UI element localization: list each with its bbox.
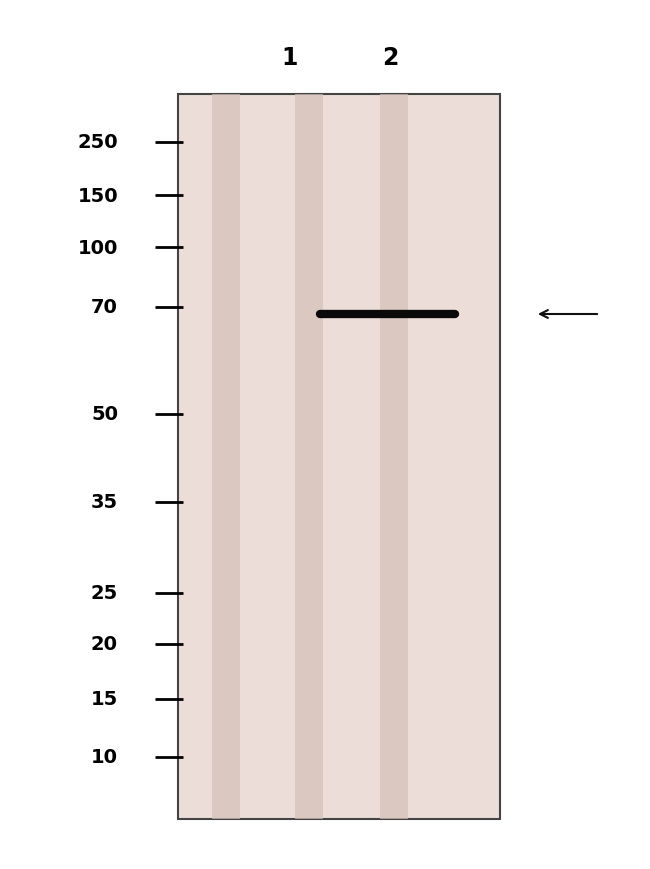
Text: 10: 10 [91,747,118,766]
Text: 150: 150 [77,186,118,205]
Text: 15: 15 [91,690,118,709]
Bar [380,95,408,819]
Bar [178,95,500,819]
Text: 2: 2 [382,46,398,70]
Text: 35: 35 [91,493,118,512]
Text: 20: 20 [91,634,118,653]
Text: 70: 70 [91,298,118,317]
Text: 1: 1 [282,46,298,70]
Bar [212,95,240,819]
Bar [295,95,323,819]
Text: 250: 250 [77,133,118,152]
Text: 100: 100 [77,238,118,257]
Text: 25: 25 [91,584,118,603]
Text: 50: 50 [91,405,118,424]
